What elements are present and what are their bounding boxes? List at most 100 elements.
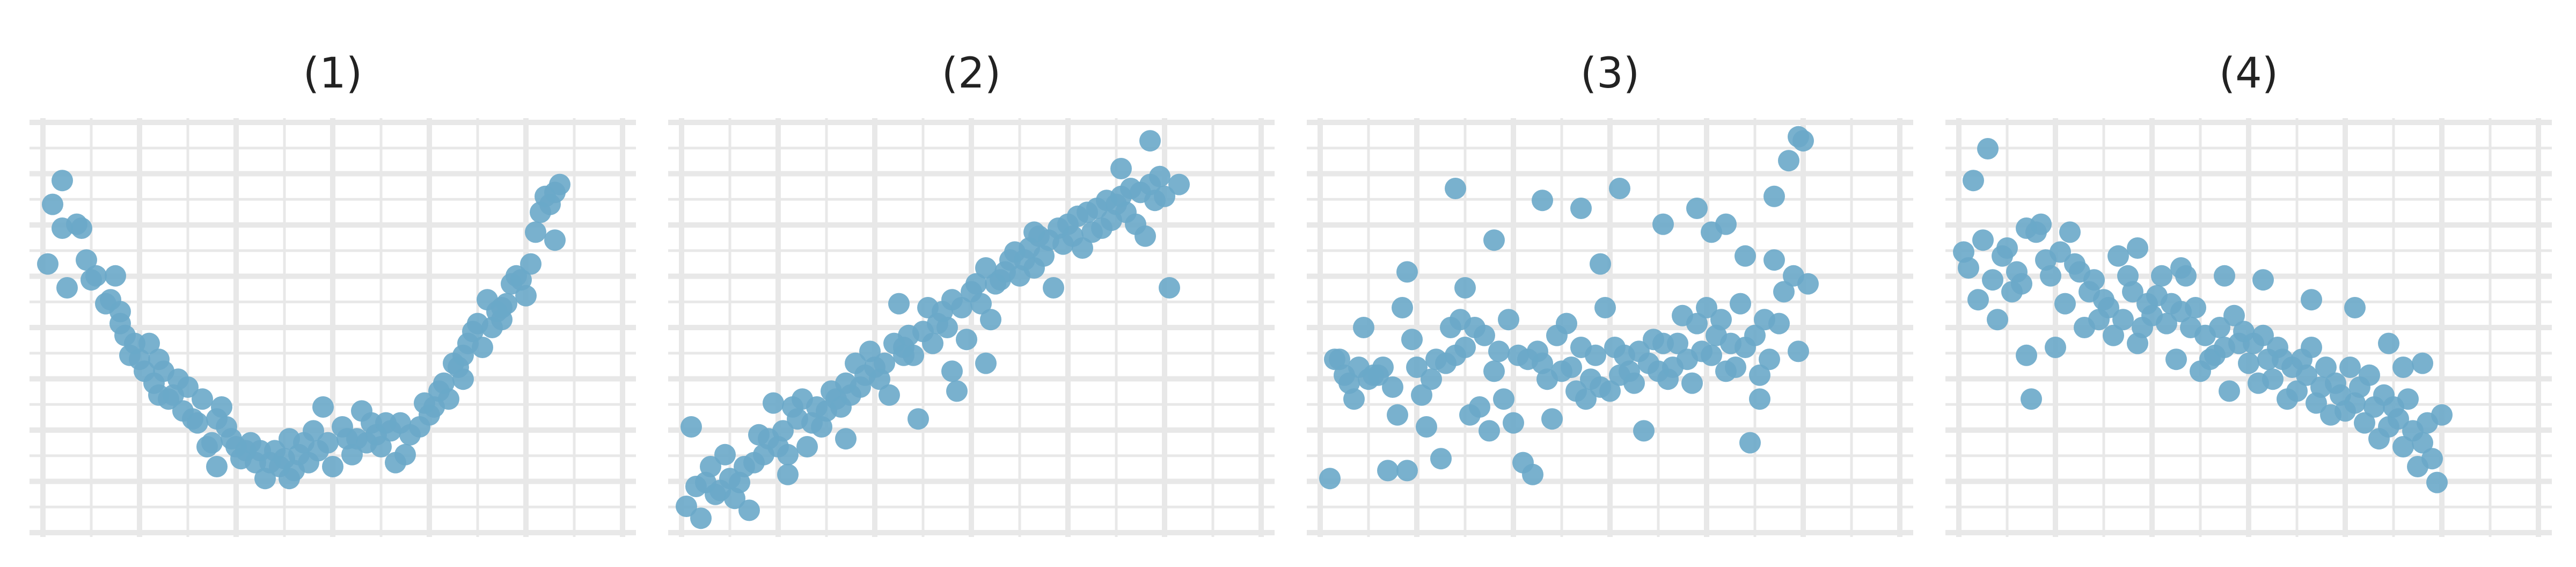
data-point xyxy=(1735,245,1756,267)
data-point xyxy=(1498,309,1519,331)
data-point xyxy=(312,396,334,418)
data-point xyxy=(1977,138,1999,159)
data-point xyxy=(148,348,170,370)
data-point xyxy=(2156,312,2177,335)
data-point xyxy=(1987,309,2008,331)
points xyxy=(1953,138,2453,493)
data-point xyxy=(105,265,126,287)
data-point xyxy=(2238,352,2259,374)
data-point xyxy=(1594,297,1616,318)
data-point xyxy=(1778,150,1799,172)
data-point xyxy=(1343,388,1365,410)
data-point xyxy=(1396,261,1418,283)
data-point xyxy=(2011,273,2032,295)
data-point xyxy=(201,432,223,454)
data-point xyxy=(1749,364,1770,386)
data-point xyxy=(772,420,794,442)
data-point xyxy=(1479,420,1500,442)
scatter-plot-4 xyxy=(1945,118,2552,537)
data-point xyxy=(888,293,910,315)
data-point xyxy=(1575,388,1597,410)
data-point xyxy=(2286,380,2308,402)
data-point xyxy=(879,384,900,406)
data-point xyxy=(1996,237,2018,259)
data-point xyxy=(2107,245,2129,267)
data-point xyxy=(1474,324,1495,346)
data-point xyxy=(438,388,459,410)
data-point xyxy=(211,396,232,418)
data-point xyxy=(1744,324,1766,346)
data-point xyxy=(1406,357,1428,378)
data-point xyxy=(956,329,977,351)
data-point xyxy=(1963,170,1984,192)
data-point xyxy=(893,344,914,366)
data-point xyxy=(452,368,474,390)
data-point xyxy=(1599,380,1621,402)
data-point xyxy=(680,416,702,438)
data-point xyxy=(1763,249,1785,271)
data-point xyxy=(1715,213,1737,235)
data-point xyxy=(1483,229,1505,251)
data-point xyxy=(1590,253,1611,275)
data-point xyxy=(2421,448,2443,470)
data-point xyxy=(2170,257,2192,279)
data-point xyxy=(2315,357,2337,378)
data-point xyxy=(1532,190,1553,212)
data-point xyxy=(1967,289,1989,311)
data-point xyxy=(1168,173,1190,195)
data-point xyxy=(874,352,895,374)
data-point xyxy=(2040,265,2061,287)
data-point xyxy=(1430,448,1452,470)
data-point xyxy=(2296,364,2317,386)
data-point xyxy=(1763,185,1785,207)
data-point xyxy=(2301,337,2322,358)
data-point xyxy=(317,432,339,454)
data-point xyxy=(2301,289,2322,311)
data-point xyxy=(1982,269,2003,291)
data-point xyxy=(1382,376,1403,398)
data-point xyxy=(1768,312,1790,335)
data-point xyxy=(2185,297,2206,318)
data-point xyxy=(42,193,63,215)
data-point xyxy=(2354,412,2375,434)
data-point xyxy=(2252,269,2274,291)
data-point xyxy=(1377,460,1399,482)
data-point xyxy=(1159,277,1180,299)
data-point xyxy=(2214,265,2235,287)
data-point xyxy=(544,181,566,203)
data-point xyxy=(1154,185,1175,207)
data-point xyxy=(2054,293,2076,315)
data-point xyxy=(1686,198,1708,219)
data-point xyxy=(1701,344,1722,366)
data-point xyxy=(2112,309,2134,331)
data-point xyxy=(1696,297,1717,318)
data-point xyxy=(2359,364,2380,386)
data-point xyxy=(1149,165,1170,187)
data-point xyxy=(1623,372,1645,394)
data-point xyxy=(1609,178,1630,199)
data-point xyxy=(177,376,199,398)
data-point xyxy=(951,297,972,318)
data-point xyxy=(303,420,324,442)
data-point xyxy=(109,312,131,335)
data-point xyxy=(908,408,929,430)
data-point xyxy=(1445,178,1466,199)
data-point xyxy=(980,309,1001,331)
data-point xyxy=(1561,357,1582,378)
data-point xyxy=(946,380,968,402)
data-point xyxy=(1633,420,1655,442)
data-point xyxy=(346,428,368,450)
data-point xyxy=(1135,225,1156,247)
data-point xyxy=(796,436,818,457)
data-point xyxy=(1392,297,1413,318)
data-point xyxy=(2252,324,2274,346)
data-point xyxy=(1652,213,1674,235)
data-point xyxy=(1556,312,1577,335)
data-point xyxy=(56,277,78,299)
data-point xyxy=(52,170,73,192)
data-point xyxy=(2388,408,2409,430)
grid xyxy=(1945,118,2552,537)
data-point xyxy=(2426,471,2448,493)
data-point xyxy=(2016,344,2037,366)
data-point xyxy=(85,265,107,287)
